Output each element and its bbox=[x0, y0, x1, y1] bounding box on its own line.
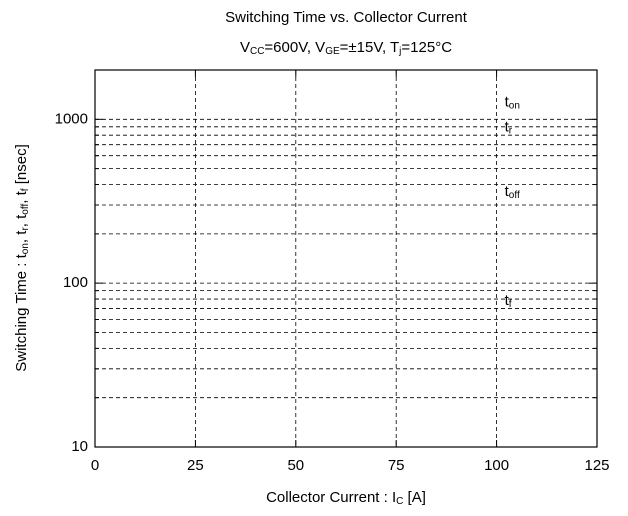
chart-subtitle-part: =600V, V bbox=[264, 39, 325, 56]
annotation-text: t bbox=[505, 93, 510, 110]
x-tick-label: 125 bbox=[584, 457, 609, 474]
chart-subtitle-part: V bbox=[240, 39, 250, 56]
x-tick-label: 75 bbox=[388, 457, 405, 474]
x-axis-label-sub: C bbox=[396, 496, 403, 507]
chart-subtitle-sub: GE bbox=[325, 46, 340, 57]
chart-subtitle: VCC=600V, VGE=±15V, Tj=125°C bbox=[240, 39, 452, 57]
annotation: tf bbox=[505, 292, 512, 310]
y-axis-label-sub: f bbox=[20, 188, 31, 191]
chart-subtitle-part: =125°C bbox=[401, 39, 452, 56]
annotation: ton bbox=[505, 93, 520, 111]
y-axis-label-part: [nsec] bbox=[13, 144, 30, 188]
annotation: tr bbox=[505, 119, 513, 137]
x-axis-label: Collector Current : IC [A] bbox=[266, 489, 426, 507]
y-axis-label-part: , t bbox=[13, 230, 30, 243]
annotation-text: t bbox=[505, 292, 510, 309]
annotation-sub: on bbox=[509, 100, 520, 111]
chart-subtitle-sub: CC bbox=[250, 46, 264, 57]
x-axis-label-part: [A] bbox=[403, 489, 426, 506]
x-tick-label: 100 bbox=[484, 457, 509, 474]
chart-title: Switching Time vs. Collector Current bbox=[225, 9, 468, 26]
x-tick-label: 25 bbox=[187, 457, 204, 474]
plot-frame bbox=[94, 69, 598, 448]
chart-subtitle-sub: j bbox=[398, 46, 401, 57]
y-tick-label: 1000 bbox=[55, 110, 88, 127]
annotation-text: t bbox=[505, 119, 510, 136]
y-tick-label: 100 bbox=[63, 274, 88, 291]
annotation-sub: r bbox=[509, 125, 513, 136]
y-axis-label-part: , t bbox=[13, 190, 30, 203]
y-axis-label-sub: r bbox=[20, 227, 31, 231]
y-axis-label-sub: on bbox=[20, 243, 31, 254]
chart-subtitle-part: =±15V, T bbox=[340, 39, 400, 56]
annotation-text: t bbox=[505, 183, 510, 200]
x-tick-label: 0 bbox=[91, 457, 99, 474]
x-axis-label-part: Collector Current : I bbox=[266, 489, 396, 506]
y-tick-label: 10 bbox=[71, 438, 88, 455]
y-axis-label-sub: off bbox=[20, 204, 31, 215]
annotation: toff bbox=[505, 183, 520, 201]
annotation-sub: off bbox=[509, 190, 520, 201]
y-axis-label-part: Switching Time : t bbox=[13, 253, 30, 371]
x-tick-label: 50 bbox=[287, 457, 304, 474]
y-axis-label-part: , t bbox=[13, 214, 30, 227]
y-axis-label: Switching Time : ton, tr, toff, tf [nsec… bbox=[13, 144, 31, 371]
annotation-sub: f bbox=[509, 298, 512, 309]
